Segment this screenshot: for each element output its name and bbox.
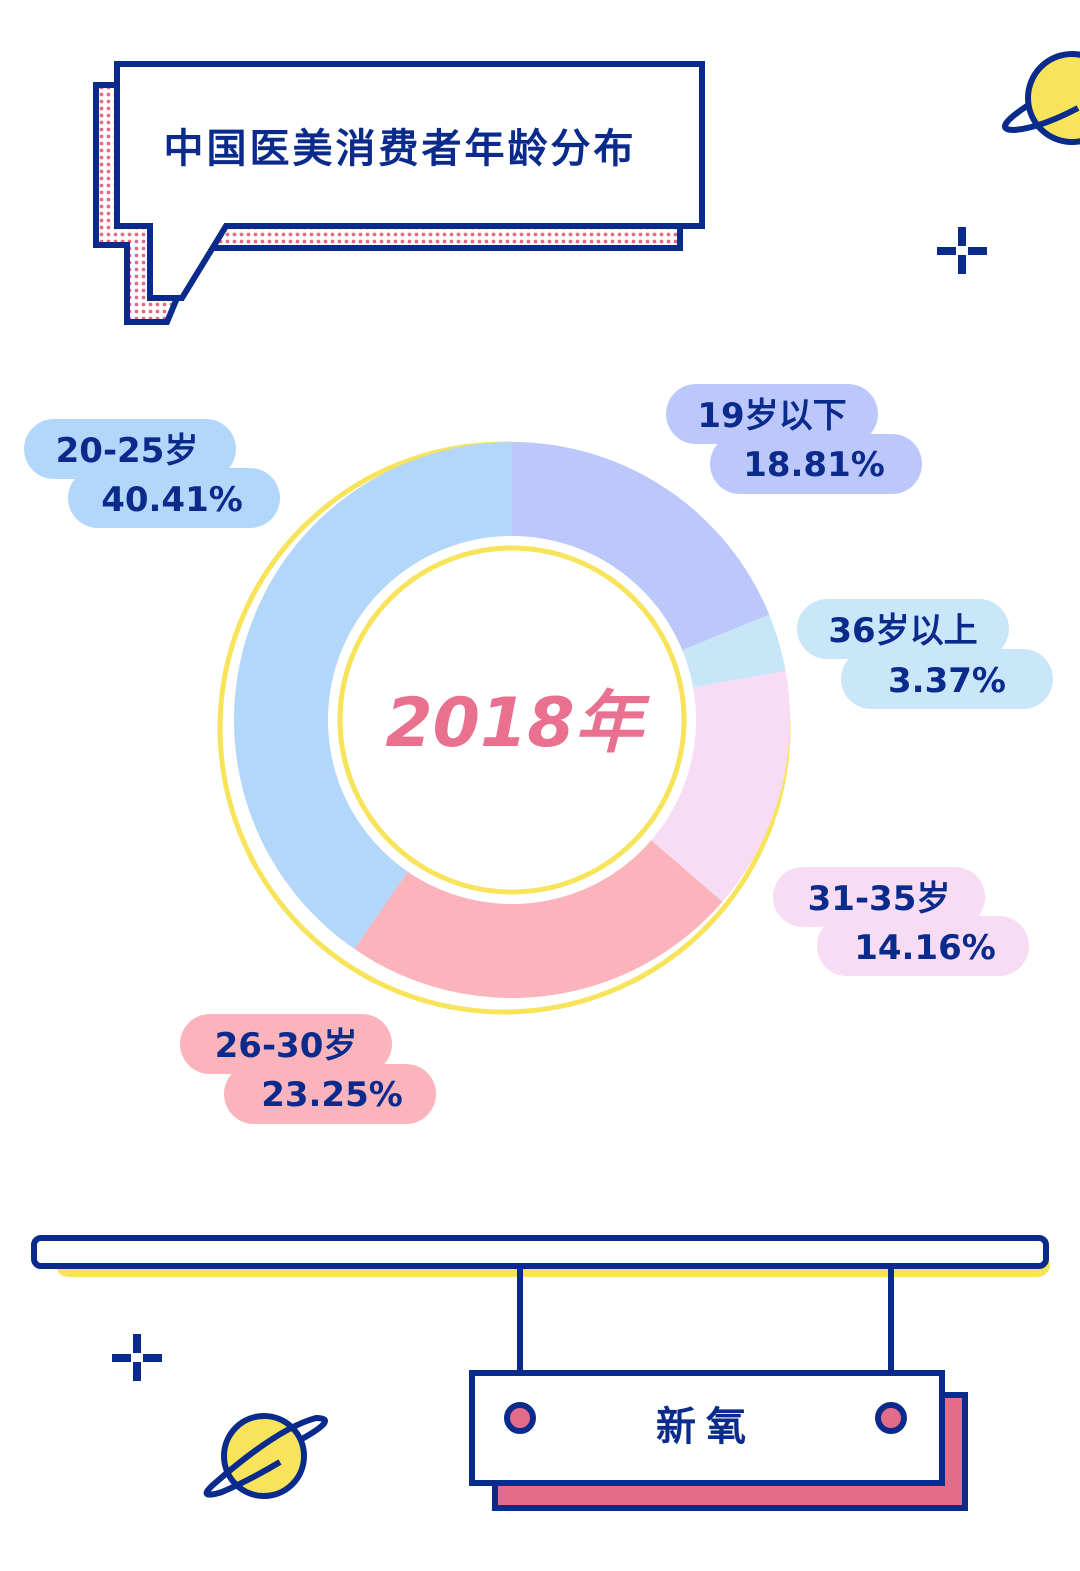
label-19-under: 19岁以下 18.81% [666,384,922,494]
slice-label: 36岁以上 [828,611,977,651]
donut-chart: 2018年 [217,441,791,1015]
planet-icon [203,1413,328,1499]
donut-slice [651,670,790,902]
slice-value: 3.37% [888,661,1006,701]
label-26-30: 26-30岁 23.25% [180,1014,436,1124]
donut-slice [512,442,770,651]
slice-value: 14.16% [854,928,996,968]
sparkle-icon [937,227,987,274]
slice-value: 18.81% [743,445,885,485]
page-title: 中国医美消费者年龄分布 [164,126,637,172]
brand-name: 新氧 [656,1404,756,1450]
donut-inner-ring [337,545,687,895]
slice-label: 19岁以下 [697,396,846,436]
title-bubble: 中国医美消费者年龄分布 [93,61,705,325]
center-year-label: 2018年 [385,684,650,763]
label-31-35: 31-35岁 14.16% [773,867,1029,976]
planet-icon [1002,51,1080,145]
brand-sign: 新氧 [31,1235,1050,1511]
donut-slice [682,614,786,688]
slice-value: 40.41% [101,480,243,520]
slice-value: 23.25% [261,1075,403,1115]
donut-slice [234,442,512,950]
sparkle-icon [112,1334,162,1381]
label-36-over: 36岁以上 3.37% [797,599,1053,709]
slice-label: 20-25岁 [56,431,199,471]
slice-label: 31-35岁 [808,879,951,919]
donut-slice [354,840,723,998]
slice-label: 26-30岁 [215,1026,358,1066]
label-20-25: 20-25岁 40.41% [24,419,280,528]
